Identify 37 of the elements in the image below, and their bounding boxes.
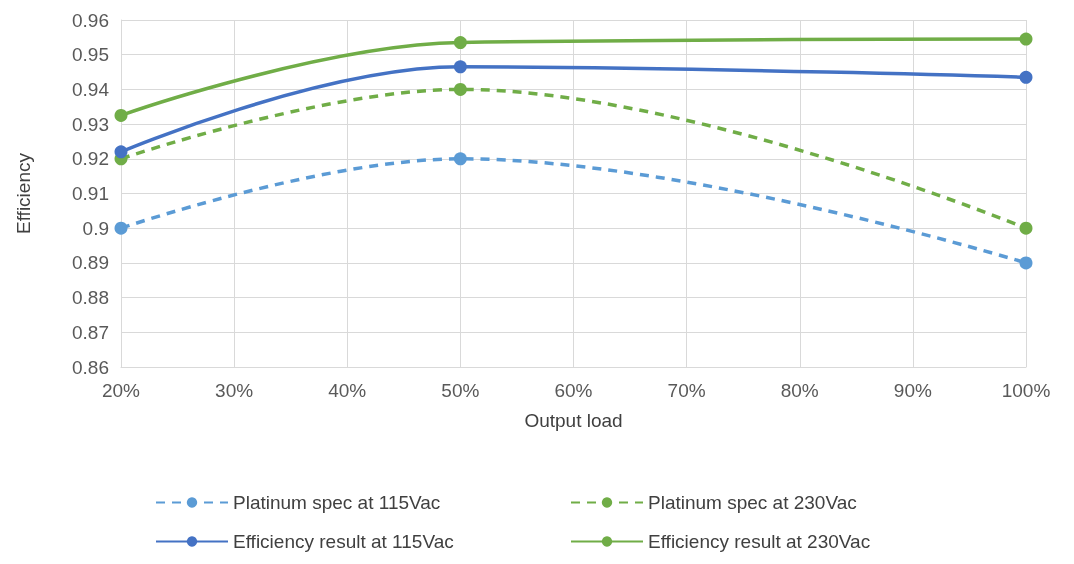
x-tick-label: 60% xyxy=(554,380,593,401)
y-tick-label: 0.92 xyxy=(72,148,109,170)
x-tick-label: 30% xyxy=(215,380,254,401)
point xyxy=(114,221,128,235)
point xyxy=(1019,256,1033,270)
point xyxy=(453,36,467,50)
legend-label: Platinum spec at 230Vac xyxy=(648,492,857,513)
y-tick-label: 0.94 xyxy=(72,78,110,100)
x-tick-label: 50% xyxy=(441,380,480,401)
x-tick-label: 70% xyxy=(667,380,706,401)
y-tick-label: 0.88 xyxy=(72,287,109,309)
x-tick-label: 80% xyxy=(780,380,819,401)
point xyxy=(1019,221,1033,235)
y-tick-label: 0.86 xyxy=(72,356,109,378)
point xyxy=(1019,70,1033,84)
y-tick-label: 0.9 xyxy=(82,217,109,239)
point xyxy=(114,108,128,122)
y-tick-label: 0.91 xyxy=(72,183,109,204)
y-tick-label: 0.93 xyxy=(72,113,109,135)
x-tick-label: 20% xyxy=(101,380,141,401)
y-tick-label: 0.95 xyxy=(72,44,109,66)
x-axis-title: Output load xyxy=(524,410,623,431)
legend-label: Platinum spec at 115Vac xyxy=(233,492,441,513)
x-tick-label: 40% xyxy=(328,380,367,401)
point xyxy=(453,152,467,166)
y-tick-label: 0.87 xyxy=(72,321,109,343)
point xyxy=(1019,32,1033,46)
point xyxy=(453,82,467,96)
x-tick-label: 100% xyxy=(1001,380,1051,401)
legend-label: Efficiency result at 230Vac xyxy=(648,531,871,552)
point xyxy=(114,145,128,159)
point xyxy=(453,60,467,74)
x-tick-label: 90% xyxy=(893,380,932,401)
legend-label: Efficiency result at 115Vac xyxy=(233,531,454,552)
y-tick-label: 0.89 xyxy=(72,252,109,274)
y-tick-label: 0.96 xyxy=(72,9,109,31)
y-axis-title: Efficiency xyxy=(13,152,34,234)
